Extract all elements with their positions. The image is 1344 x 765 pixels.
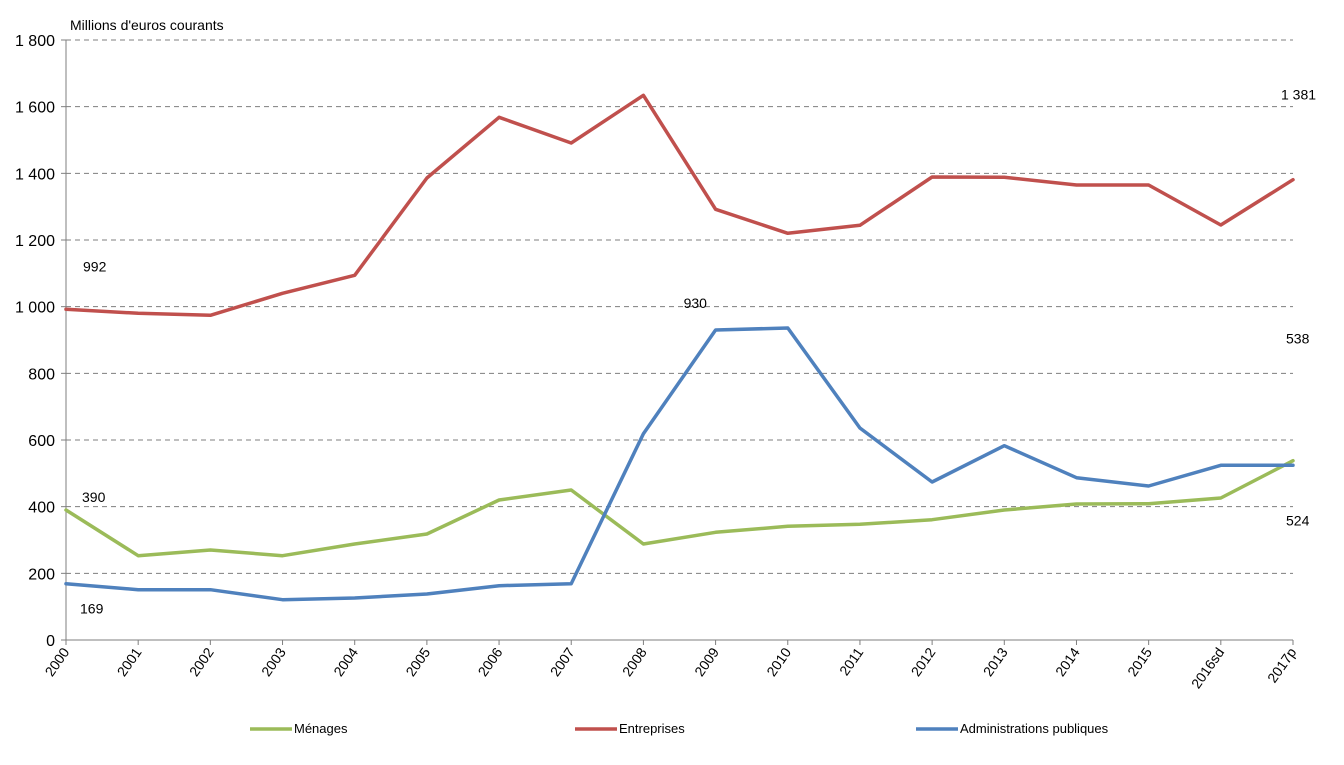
- data-label: 538: [1286, 331, 1310, 347]
- series-line-menages: [64, 458, 1295, 558]
- x-axis-ticks: 2000 2001 2002 2003 2004 2005 2006 2007 2008 2009…: [41, 640, 1300, 692]
- y-tick-label: 1 400: [15, 166, 55, 183]
- x-tick-label: 2013: [980, 644, 1011, 679]
- y-tick-label: 1 000: [15, 300, 55, 317]
- legend-label: Ménages: [294, 721, 348, 736]
- x-tick-label: 2011: [836, 644, 866, 678]
- gridlines: [66, 39, 1293, 574]
- x-tick-label: 2014: [1052, 644, 1083, 679]
- data-label: 992: [83, 258, 107, 274]
- x-tick-label: 2009: [691, 644, 722, 679]
- data-label: 1 381: [1281, 87, 1316, 103]
- x-tick-label: 2010: [763, 644, 794, 679]
- series-line-entreprises: [64, 93, 1295, 318]
- legend-item: Ménages: [250, 721, 348, 736]
- y-tick-label: 400: [28, 500, 55, 517]
- x-tick-label: 2016sd: [1188, 645, 1227, 692]
- x-tick-label: 2001: [114, 644, 145, 679]
- y-axis-ticks: 0 200 400 600 800 1 000 1 200 1 400 1 600 1 800: [15, 33, 66, 650]
- y-tick-label: 600: [28, 433, 55, 450]
- x-tick-label: 2005: [402, 644, 433, 679]
- data-label: 390: [82, 489, 106, 505]
- legend-label: Administrations publiques: [960, 721, 1109, 736]
- y-tick-label: 1 600: [15, 100, 55, 117]
- legend-item: Administrations publiques: [916, 721, 1109, 736]
- data-labels: 992 390 169 930 1 381 538 524: [80, 87, 1316, 617]
- y-axis-unit-label: Millions d'euros courants: [70, 17, 224, 33]
- x-tick-label: 2007: [547, 644, 578, 679]
- axes: [65, 40, 1293, 641]
- series-lines: [64, 93, 1295, 602]
- legend: Ménages Entreprises Administrations publiq…: [250, 721, 1109, 736]
- x-tick-label: 2006: [475, 644, 506, 679]
- y-tick-label: 1 800: [15, 33, 55, 50]
- x-tick-label: 2012: [908, 644, 939, 679]
- y-tick-label: 800: [28, 366, 55, 383]
- x-tick-label: 2004: [330, 644, 361, 679]
- y-tick-label: 0: [46, 633, 55, 650]
- series-line-administrations-publiques: [64, 326, 1295, 602]
- y-tick-label: 200: [28, 566, 55, 583]
- legend-item: Entreprises: [575, 721, 685, 736]
- x-tick-label: 2015: [1124, 644, 1155, 679]
- x-tick-label: 2003: [258, 644, 289, 679]
- legend-label: Entreprises: [619, 721, 685, 736]
- data-label: 930: [684, 295, 708, 311]
- y-tick-label: 1 200: [15, 233, 55, 250]
- data-label: 524: [1286, 512, 1310, 528]
- x-tick-label: 2017p: [1264, 644, 1300, 685]
- x-tick-label: 2008: [619, 644, 650, 679]
- data-label: 169: [80, 601, 104, 617]
- x-tick-label: 2002: [186, 644, 217, 679]
